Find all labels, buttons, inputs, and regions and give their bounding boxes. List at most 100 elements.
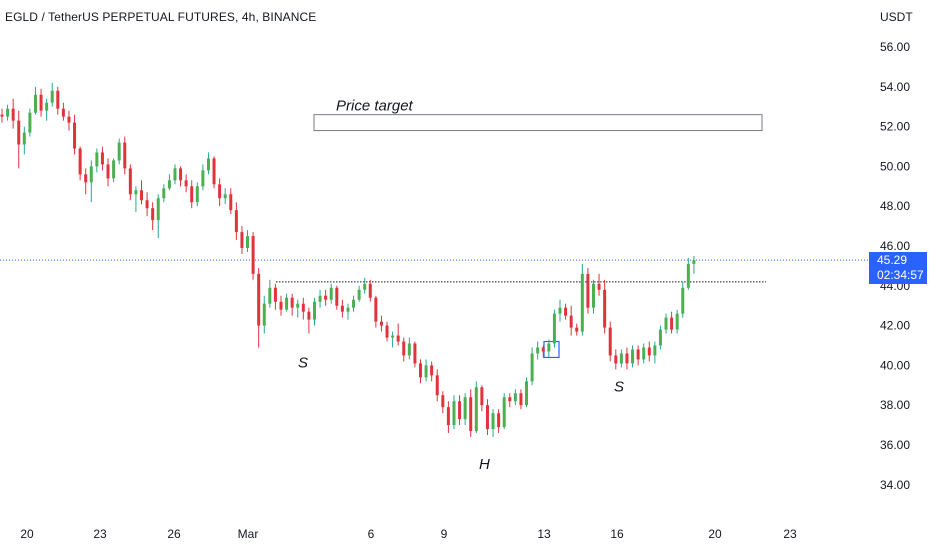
candle-down <box>625 353 629 364</box>
candle-up <box>285 297 289 310</box>
candle-down <box>435 375 439 396</box>
candle-down <box>340 305 344 312</box>
candle-up <box>558 307 562 314</box>
candle-down <box>374 297 378 322</box>
candle-up <box>22 132 26 145</box>
candle-up <box>117 142 121 161</box>
candle-down <box>84 174 88 183</box>
candle-up <box>474 387 478 432</box>
candle-up <box>33 94 37 113</box>
candle-up <box>206 158 210 171</box>
candle-up <box>268 287 272 304</box>
candle-down <box>61 108 65 117</box>
annotation-label: H <box>479 456 490 473</box>
candle-down <box>273 287 277 302</box>
price-tick-label: 36.00 <box>880 438 910 452</box>
time-tick-label: 23 <box>93 527 107 541</box>
price-tick-label: 56.00 <box>880 40 910 54</box>
candle-down <box>441 395 445 408</box>
candle-up <box>653 345 657 356</box>
candle-down <box>140 190 143 201</box>
candle-up <box>6 108 10 117</box>
candle-down <box>385 325 389 338</box>
candle-up <box>318 295 322 302</box>
time-tick-label: 6 <box>368 527 375 541</box>
candle-down <box>603 289 607 328</box>
candle-down <box>190 186 194 203</box>
candle-up <box>424 365 428 378</box>
candles <box>0 82 696 438</box>
candle-up <box>195 186 199 203</box>
candle-up <box>536 347 540 354</box>
candle-down <box>586 273 590 308</box>
candle-down <box>368 283 372 298</box>
candle-up <box>28 112 32 133</box>
time-tick-label: 23 <box>783 527 797 541</box>
candle-down <box>56 90 60 109</box>
candle-down <box>480 387 484 406</box>
candle-up <box>162 188 166 199</box>
candle-down <box>179 168 183 181</box>
candle-up <box>173 168 177 181</box>
candle-down <box>301 303 305 312</box>
candle-down <box>39 94 43 111</box>
time-tick-label: 20 <box>708 527 722 541</box>
candle-down <box>234 210 238 233</box>
candle-up <box>296 303 300 308</box>
candle-countdown: 02:34:57 <box>877 268 924 282</box>
currency-label: USDT <box>880 10 913 24</box>
candle-up <box>312 301 316 320</box>
candle-up <box>407 343 411 356</box>
candle-up <box>45 102 49 111</box>
time-tick-label: 13 <box>537 527 551 541</box>
candle-down <box>212 158 216 185</box>
candle-down <box>184 180 188 187</box>
candle-down <box>145 200 149 209</box>
candle-down <box>564 307 568 316</box>
candle-down <box>636 349 640 360</box>
price-tick-label: 34.00 <box>880 478 910 492</box>
candle-up <box>112 160 116 179</box>
candle-down <box>335 287 339 306</box>
candle-down <box>379 321 383 326</box>
candle-down <box>608 327 612 356</box>
price-tick-label: 54.00 <box>880 80 910 94</box>
annotation-label: Price target <box>336 98 414 115</box>
candle-down <box>290 297 294 308</box>
candle-up <box>95 152 99 167</box>
candle-down <box>11 108 15 121</box>
candle-up <box>352 299 356 308</box>
candle-up <box>513 393 517 402</box>
price-tick-label: 48.00 <box>880 199 910 213</box>
candle-up <box>89 166 93 183</box>
price-tick-label: 46.00 <box>880 239 910 253</box>
candle-up <box>329 287 333 300</box>
candle-up <box>642 347 646 360</box>
candle-up <box>619 353 623 364</box>
current-price-value: 45.29 <box>877 253 908 267</box>
time-tick-label: 26 <box>167 527 181 541</box>
candle-up <box>357 289 361 300</box>
candle-down <box>218 184 222 199</box>
candle-down <box>519 393 523 406</box>
time-axis: 20 23 26 Mar 6 9 13 16 20 23 <box>20 527 797 541</box>
candle-up <box>675 313 679 330</box>
candle-down <box>17 120 21 145</box>
candle-down <box>402 341 406 356</box>
annotations: Price target S H S <box>298 98 624 473</box>
candle-down <box>106 164 110 179</box>
price-tick-label: 40.00 <box>880 358 910 372</box>
candle-up <box>502 397 506 428</box>
candle-up <box>692 260 696 264</box>
candle-down <box>485 405 489 430</box>
candle-down <box>508 397 512 402</box>
candle-down <box>597 283 601 290</box>
candle-down <box>128 168 132 195</box>
candle-up <box>552 313 556 344</box>
candle-up <box>346 307 350 312</box>
candle-up <box>363 283 367 290</box>
candle-up <box>452 401 456 426</box>
candle-up <box>681 287 685 314</box>
price-tick-label: 52.00 <box>880 120 910 134</box>
